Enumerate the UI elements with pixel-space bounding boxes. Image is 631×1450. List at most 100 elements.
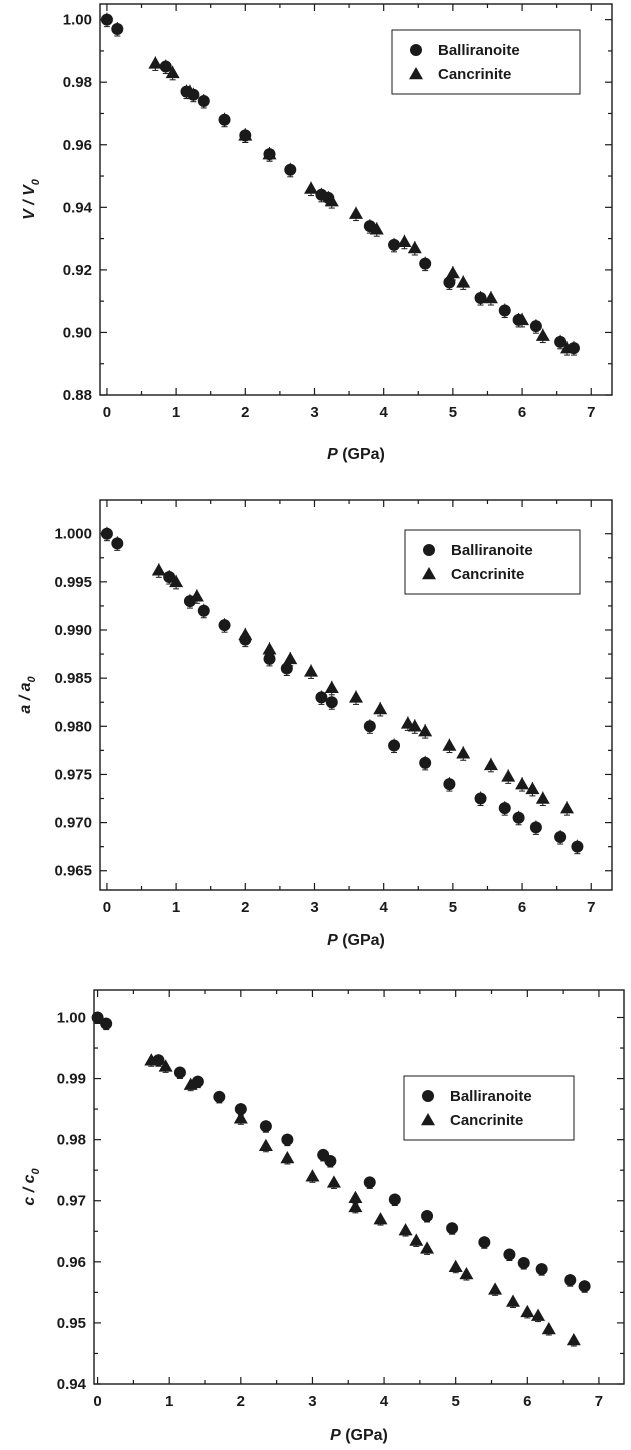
data-point bbox=[419, 756, 432, 769]
data-point bbox=[525, 781, 540, 795]
y-tick-label: 0.94 bbox=[57, 1376, 87, 1393]
data-point bbox=[284, 163, 297, 176]
data-point bbox=[238, 627, 253, 641]
x-tick-label: 0 bbox=[103, 404, 111, 421]
data-point bbox=[478, 1236, 491, 1249]
data-point bbox=[148, 56, 163, 69]
data-point bbox=[144, 1053, 159, 1066]
data-point bbox=[535, 791, 550, 804]
data-point bbox=[373, 1212, 388, 1225]
data-point bbox=[578, 1280, 591, 1293]
x-tick-label: 5 bbox=[449, 899, 457, 916]
data-point bbox=[111, 23, 124, 36]
data-point bbox=[407, 240, 422, 254]
x-tick-label: 7 bbox=[587, 404, 595, 421]
x-tick-label: 4 bbox=[380, 404, 389, 421]
legend-label: Cancrinite bbox=[438, 66, 511, 83]
data-point bbox=[503, 1248, 516, 1261]
y-tick-label: 0.96 bbox=[63, 137, 92, 154]
x-tick-label: 6 bbox=[518, 899, 526, 916]
data-point bbox=[388, 238, 401, 251]
y-tick-label: 0.985 bbox=[54, 670, 92, 687]
data-point bbox=[363, 1176, 376, 1189]
data-point bbox=[262, 642, 277, 655]
series-balliranoite bbox=[91, 1011, 591, 1293]
data-point bbox=[111, 537, 124, 550]
data-point bbox=[483, 757, 498, 771]
data-point bbox=[566, 1333, 581, 1346]
legend-marker-circle bbox=[423, 544, 435, 556]
data-point bbox=[515, 312, 530, 326]
data-point bbox=[418, 724, 433, 737]
data-point bbox=[388, 1193, 401, 1206]
data-point bbox=[304, 664, 319, 677]
legend: Balliranoite Cancrinite bbox=[403, 1075, 575, 1141]
data-point bbox=[233, 1111, 248, 1124]
legend-box bbox=[404, 529, 581, 595]
data-point bbox=[315, 691, 328, 704]
data-point bbox=[529, 320, 542, 333]
data-point bbox=[409, 1233, 424, 1246]
legend-label: Balliranoite bbox=[450, 1088, 532, 1105]
data-point bbox=[535, 328, 550, 341]
data-point bbox=[446, 1222, 459, 1235]
plot-frame bbox=[99, 3, 613, 396]
data-point bbox=[498, 802, 511, 815]
y-tick-label: 0.97 bbox=[57, 1193, 86, 1210]
data-point bbox=[280, 662, 293, 675]
x-tick-label: 2 bbox=[241, 404, 249, 421]
x-tick-label: 2 bbox=[241, 899, 249, 916]
y-tick-label: 0.965 bbox=[54, 863, 92, 880]
data-point bbox=[560, 341, 575, 354]
data-point bbox=[407, 719, 422, 732]
data-point bbox=[448, 1259, 463, 1272]
legend-marker-triangle bbox=[421, 1113, 435, 1126]
series-cancrinite bbox=[148, 56, 575, 356]
legend-marker-triangle bbox=[409, 67, 423, 80]
y-tick-label: 0.980 bbox=[54, 718, 92, 735]
data-point bbox=[388, 739, 401, 752]
x-tick-label: 7 bbox=[595, 1393, 603, 1410]
data-point bbox=[373, 701, 388, 715]
data-point bbox=[560, 801, 575, 814]
data-point bbox=[283, 651, 298, 665]
data-point bbox=[488, 1282, 503, 1295]
data-point bbox=[517, 1257, 530, 1270]
data-point bbox=[398, 1223, 413, 1236]
y-tick-label: 0.99 bbox=[57, 1071, 86, 1088]
data-point bbox=[158, 1059, 173, 1072]
data-point bbox=[474, 292, 487, 305]
data-point bbox=[554, 335, 567, 348]
data-point bbox=[445, 266, 460, 279]
x-tick-label: 5 bbox=[449, 404, 457, 421]
data-point bbox=[420, 1241, 435, 1254]
data-point bbox=[191, 1075, 204, 1088]
data-point bbox=[349, 206, 363, 219]
y-tick-label: 0.96 bbox=[57, 1254, 86, 1271]
data-point bbox=[529, 821, 542, 834]
y-tick-label: 0.90 bbox=[63, 324, 92, 341]
data-point bbox=[183, 1077, 198, 1090]
y-tick-label: 1.00 bbox=[63, 12, 92, 29]
x-tick-label: 6 bbox=[518, 404, 526, 421]
y-axis-title: a / a0 bbox=[17, 675, 38, 713]
legend-label: Cancrinite bbox=[451, 566, 524, 583]
x-tick-label: 3 bbox=[308, 1393, 316, 1410]
x-tick-label: 4 bbox=[380, 1393, 389, 1410]
y-tick-label: 0.88 bbox=[63, 387, 92, 404]
legend: Balliranoite Cancrinite bbox=[391, 29, 581, 95]
y-axis-title: c / c0 bbox=[21, 1167, 42, 1205]
data-point bbox=[100, 1017, 113, 1030]
data-point bbox=[324, 194, 339, 207]
data-point bbox=[280, 1150, 295, 1164]
x-tick-label: 0 bbox=[103, 899, 111, 916]
y-tick-label: 0.95 bbox=[57, 1315, 86, 1332]
series-cancrinite bbox=[144, 1053, 581, 1347]
data-point bbox=[159, 60, 172, 73]
x-tick-label: 7 bbox=[587, 899, 595, 916]
data-point bbox=[498, 304, 511, 317]
x-axis-title: P (GPa) bbox=[330, 1427, 388, 1444]
data-point bbox=[571, 840, 584, 853]
y-tick-label: 0.995 bbox=[54, 574, 92, 591]
